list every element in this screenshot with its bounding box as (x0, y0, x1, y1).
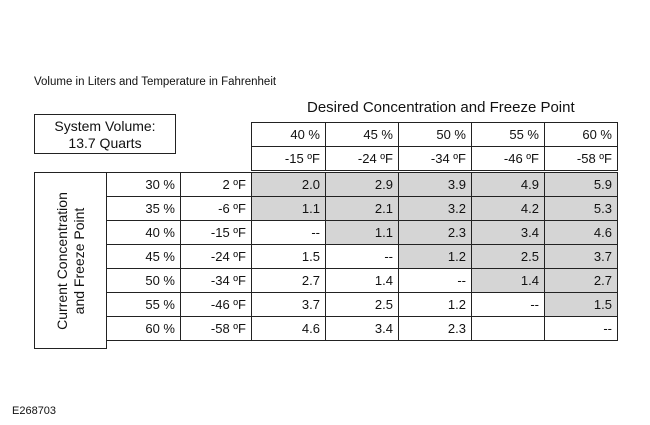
current-freeze-point-cell: -15 ºF (180, 220, 252, 245)
volume-cell: 1.1 (325, 220, 399, 245)
system-volume-box: System Volume: 13.7 Quarts (34, 114, 176, 154)
desired-freeze-point-cell: -15 ºF (251, 146, 326, 171)
desired-concentration-table: 40 % 45 % 50 % 55 % 60 % -15 ºF -24 ºF -34 ºF -4… (251, 122, 618, 171)
current-concentration-label: Current Concentration and Freeze Point (54, 192, 88, 330)
current-freeze-point-cell: 2 ºF (180, 172, 252, 197)
desired-concentration-cell: 50 % (398, 122, 472, 147)
volume-cell: 4.6 (544, 220, 618, 245)
volume-cell: 1.2 (398, 292, 472, 317)
volume-cell: 2.1 (325, 196, 399, 221)
desired-freeze-point-cell: -34 ºF (398, 146, 472, 171)
volume-cell: 2.5 (471, 244, 545, 269)
volume-cell: 1.2 (398, 244, 472, 269)
current-concentration-cell: 55 % (106, 292, 181, 317)
volume-cell: 1.4 (471, 268, 545, 293)
volume-cell: 2.0 (251, 172, 326, 197)
table-row: 60 % -58 ºF 4.6 3.4 2.3 -- (106, 316, 618, 341)
volume-cell: -- (251, 220, 326, 245)
volume-cell: 2.3 (398, 316, 472, 341)
volume-cell: 4.6 (251, 316, 326, 341)
row-axis-line1: Current Concentration (53, 191, 70, 330)
volume-cell: 4.2 (471, 196, 545, 221)
volume-cell: 1.5 (251, 244, 326, 269)
current-concentration-cell: 60 % (106, 316, 181, 341)
volume-cell: -- (398, 268, 472, 293)
volume-cell: 3.7 (544, 244, 618, 269)
current-concentration-cell: 45 % (106, 244, 181, 269)
table-caption: Volume in Liters and Temperature in Fahr… (34, 76, 277, 88)
volume-cell: -- (544, 316, 618, 341)
volume-cell: -- (471, 292, 545, 317)
table-row: 40 % -15 ºF -- 1.1 2.3 3.4 4.6 (106, 220, 618, 245)
current-freeze-point-cell: -34 ºF (180, 268, 252, 293)
current-concentration-cell: 30 % (106, 172, 181, 197)
volume-cell (471, 316, 545, 341)
concentration-header-row: 40 % 45 % 50 % 55 % 60 % (251, 122, 618, 147)
current-concentration-cell: 35 % (106, 196, 181, 221)
freeze-point-header-row: -15 ºF -24 ºF -34 ºF -46 ºF -58 ºF (251, 146, 618, 171)
desired-concentration-cell: 55 % (471, 122, 545, 147)
volume-cell: 1.1 (251, 196, 326, 221)
volume-cell: 3.4 (471, 220, 545, 245)
volume-cell: 2.7 (544, 268, 618, 293)
table-row: 30 % 2 ºF 2.0 2.9 3.9 4.9 5.9 (106, 172, 618, 197)
coolant-volume-table: 30 % 2 ºF 2.0 2.9 3.9 4.9 5.9 35 % -6 ºF 1.1 2.1 3.… (106, 172, 618, 341)
current-freeze-point-cell: -6 ºF (180, 196, 252, 221)
table-row: 35 % -6 ºF 1.1 2.1 3.2 4.2 5.3 (106, 196, 618, 221)
current-freeze-point-cell: -24 ºF (180, 244, 252, 269)
desired-freeze-point-cell: -46 ºF (471, 146, 545, 171)
volume-cell: 3.2 (398, 196, 472, 221)
current-concentration-cell: 50 % (106, 268, 181, 293)
row-axis-line2: and Freeze Point (70, 207, 87, 314)
table-row: 50 % -34 ºF 2.7 1.4 -- 1.4 2.7 (106, 268, 618, 293)
volume-cell: 2.7 (251, 268, 326, 293)
volume-cell: 5.3 (544, 196, 618, 221)
volume-cell: 1.5 (544, 292, 618, 317)
table-row: 55 % -46 ºF 3.7 2.5 1.2 -- 1.5 (106, 292, 618, 317)
volume-cell: -- (325, 244, 399, 269)
volume-cell: 3.7 (251, 292, 326, 317)
volume-cell: 2.9 (325, 172, 399, 197)
desired-concentration-cell: 40 % (251, 122, 326, 147)
current-concentration-label-box: Current Concentration and Freeze Point (34, 172, 107, 349)
table-row: 45 % -24 ºF 1.5 -- 1.2 2.5 3.7 (106, 244, 618, 269)
desired-freeze-point-cell: -58 ºF (544, 146, 618, 171)
desired-concentration-header: Desired Concentration and Freeze Point (307, 99, 575, 116)
volume-cell: 5.9 (544, 172, 618, 197)
desired-concentration-cell: 60 % (544, 122, 618, 147)
volume-cell: 4.9 (471, 172, 545, 197)
volume-cell: 3.9 (398, 172, 472, 197)
volume-cell: 2.5 (325, 292, 399, 317)
desired-freeze-point-cell: -24 ºF (325, 146, 399, 171)
current-freeze-point-cell: -58 ºF (180, 316, 252, 341)
desired-concentration-cell: 45 % (325, 122, 399, 147)
volume-cell: 3.4 (325, 316, 399, 341)
current-freeze-point-cell: -46 ºF (180, 292, 252, 317)
figure-id: E268703 (12, 405, 57, 417)
system-volume-value: 13.7 Quarts (68, 135, 142, 151)
volume-cell: 1.4 (325, 268, 399, 293)
system-volume-label: System Volume: (54, 118, 156, 134)
volume-cell: 2.3 (398, 220, 472, 245)
current-concentration-cell: 40 % (106, 220, 181, 245)
